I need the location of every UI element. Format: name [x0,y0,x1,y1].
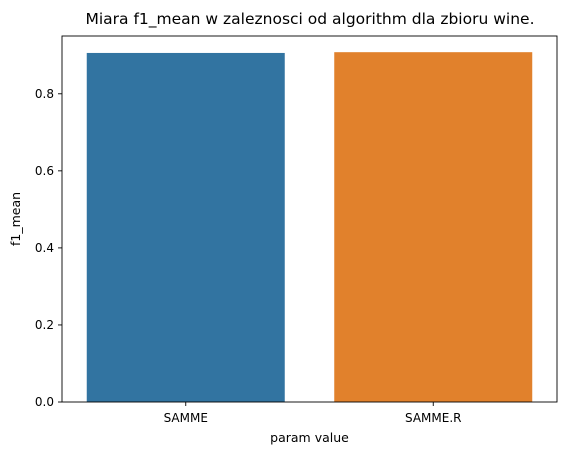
x-tick-label: SAMME.R [405,411,462,425]
y-tick-label: 0.8 [35,87,54,101]
chart-title: Miara f1_mean w zaleznosci od algorithm … [86,10,535,29]
y-axis-label: f1_mean [8,192,23,246]
bars-group [86,52,533,403]
plot-frame [61,35,558,403]
y-axis: 0.0 0.2 0.4 0.6 0.8 [35,87,62,409]
bar-samme-r [334,52,533,402]
x-axis: SAMME SAMME.R [164,402,462,425]
y-tick-label: 0.2 [35,318,54,332]
y-tick-label: 0.6 [35,164,54,178]
x-axis-label: param value [270,430,349,445]
y-tick-label: 0.4 [35,241,54,255]
y-tick-label: 0.0 [35,395,54,409]
bar-samme [86,52,285,403]
x-tick-label: SAMME [164,411,208,425]
